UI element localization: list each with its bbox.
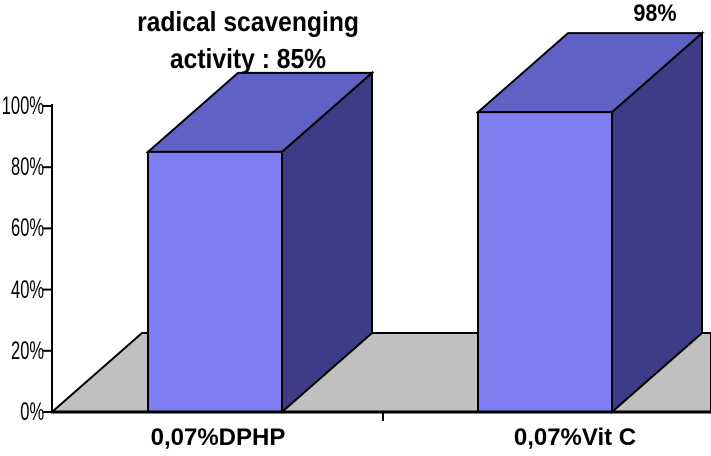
x-axis-category-label-dphp: 0,07%DPHP: [150, 424, 286, 451]
bar-front-face-1: [477, 111, 613, 413]
y-axis-tick-label-20: 20%: [10, 337, 44, 365]
chart-title-line-1: radical scavenging: [137, 6, 359, 37]
y-axis-tick-label-60: 60%: [10, 214, 44, 242]
chart-title-line-2: activity : 85%: [169, 43, 327, 74]
x-axis-category-label-vitc: 0,07%Vit C: [513, 424, 637, 451]
y-axis-tick-label-80: 80%: [10, 153, 44, 181]
bar-front-face-0: [147, 150, 283, 413]
y-axis-tick-label-100: 100%: [1, 92, 44, 120]
y-axis-tick-label-40: 40%: [10, 276, 44, 304]
bar-value-label-vitc: 98%: [633, 0, 677, 27]
chart-title: radical scavenging activity : 85%: [116, 3, 380, 77]
y-axis-tick-label-0: 0%: [20, 398, 44, 426]
